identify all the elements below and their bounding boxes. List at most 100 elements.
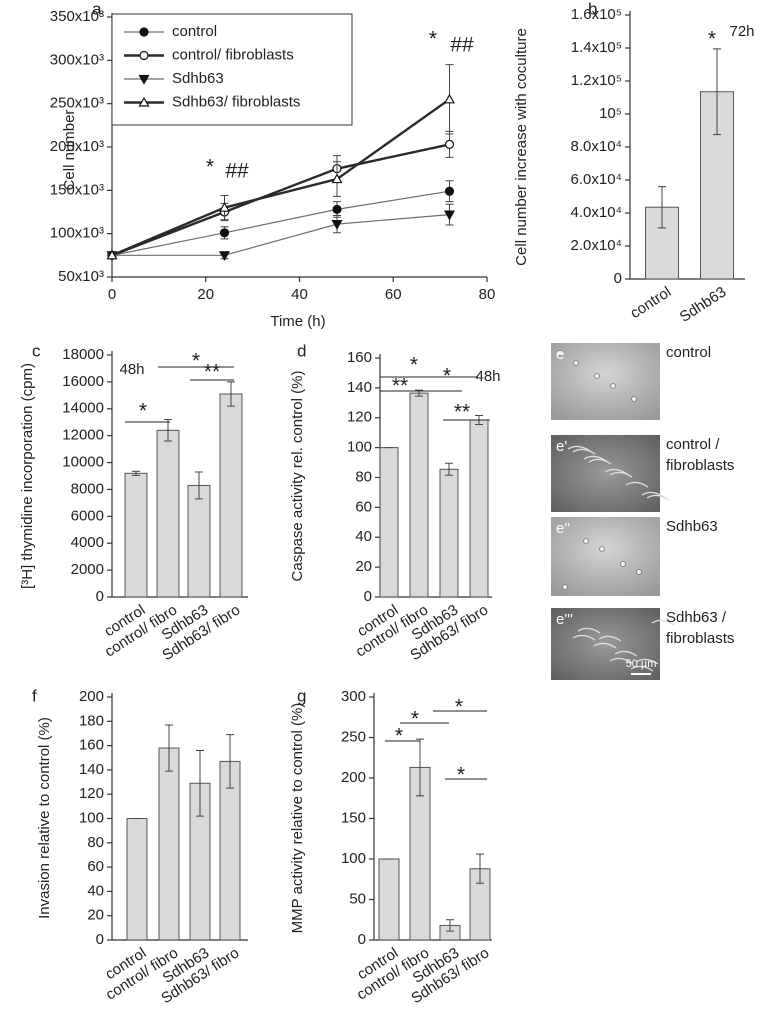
annotation: * bbox=[139, 400, 147, 423]
series-line bbox=[111, 190, 450, 256]
y-tick-label: 0 bbox=[614, 270, 622, 287]
y-tick-label: 10⁵ bbox=[599, 105, 622, 122]
micrograph-label: Sdhb63 / bbox=[666, 609, 727, 626]
cell bbox=[599, 546, 605, 552]
error-bar bbox=[713, 48, 721, 136]
y-tick-label: 150x10³ bbox=[50, 181, 104, 198]
y-tick-label: 100 bbox=[79, 809, 104, 826]
data-point bbox=[219, 228, 230, 238]
annotation: * bbox=[443, 365, 451, 388]
annotation: ** bbox=[392, 375, 408, 398]
error-bar bbox=[227, 381, 235, 407]
panel-letter: c bbox=[32, 341, 41, 360]
annotation: * bbox=[206, 156, 214, 179]
cell bbox=[604, 468, 628, 475]
y-tick-label: 8.0x10⁴ bbox=[571, 138, 622, 155]
y-tick-label: 140 bbox=[347, 379, 372, 396]
y-tick-label: 18000 bbox=[62, 346, 104, 363]
annotation: * bbox=[395, 725, 403, 748]
micrograph-label: fibroblasts bbox=[666, 630, 734, 647]
y-tick-label: 200x10³ bbox=[50, 138, 104, 155]
cell bbox=[620, 561, 626, 567]
y-tick-label: 0 bbox=[358, 931, 366, 948]
legend-marker bbox=[139, 50, 149, 61]
data-point bbox=[444, 139, 455, 149]
data-point bbox=[218, 251, 231, 262]
cell bbox=[583, 538, 589, 544]
y-tick-label: 100 bbox=[347, 439, 372, 456]
legend-label: Sdhb63/ fibroblasts bbox=[172, 93, 300, 110]
y-tick-label: 20 bbox=[355, 558, 372, 575]
scale-bar-label: 50 µm bbox=[626, 658, 657, 670]
y-axis-label: Caspase activity rel. control (%) bbox=[289, 371, 306, 582]
y-tick-label: 12000 bbox=[62, 427, 104, 444]
y-tick-label: 120 bbox=[79, 785, 104, 802]
bar bbox=[219, 393, 243, 598]
data-point bbox=[332, 204, 342, 214]
y-tick-label: 4000 bbox=[71, 534, 104, 551]
y-tick-label: 2.0x10⁴ bbox=[571, 237, 622, 254]
cell bbox=[577, 627, 601, 634]
error-bar bbox=[226, 734, 234, 789]
cell bbox=[598, 635, 622, 642]
x-axis-label: Time (h) bbox=[270, 313, 325, 330]
y-tick-label: 6000 bbox=[71, 507, 104, 524]
cell bbox=[635, 658, 659, 665]
annotation: * bbox=[429, 28, 437, 51]
y-tick-label: 300x10³ bbox=[50, 51, 104, 68]
cell bbox=[567, 445, 591, 452]
series-line bbox=[111, 143, 450, 257]
series-line bbox=[112, 214, 450, 256]
y-tick-label: 50 bbox=[349, 890, 366, 907]
annotation: * bbox=[410, 354, 418, 377]
y-axis-label: Invasion relative to control (%) bbox=[36, 717, 53, 919]
annotation: ** bbox=[204, 361, 220, 384]
y-axis-label: [³H] thymidine incorporation (cpm) bbox=[19, 363, 36, 589]
x-tick-label: control bbox=[627, 283, 674, 322]
micrograph-tag: e''' bbox=[556, 611, 573, 628]
micrograph-label: control / bbox=[666, 436, 720, 453]
y-tick-label: 0 bbox=[96, 931, 104, 948]
error-bar bbox=[446, 919, 454, 932]
x-tick-label: 80 bbox=[479, 286, 496, 303]
cell bbox=[625, 481, 649, 488]
error-bar bbox=[195, 471, 203, 500]
cell bbox=[614, 650, 638, 657]
cell bbox=[609, 471, 633, 478]
x-tick-label: 60 bbox=[385, 286, 402, 303]
cell bbox=[572, 448, 596, 455]
y-tick-label: 300 bbox=[341, 688, 366, 705]
bar bbox=[378, 858, 400, 941]
y-tick-label: 160 bbox=[79, 737, 104, 754]
annotation: * bbox=[192, 350, 200, 373]
cell bbox=[573, 360, 579, 366]
error-bar bbox=[196, 749, 204, 817]
panel-letter: f bbox=[32, 686, 37, 705]
cell bbox=[572, 634, 596, 641]
y-tick-label: 4.0x10⁴ bbox=[571, 204, 622, 221]
micrograph-label: control bbox=[666, 344, 711, 361]
bar bbox=[156, 429, 180, 598]
y-tick-label: 0 bbox=[364, 588, 372, 605]
y-tick-label: 1.6x10⁵ bbox=[571, 6, 622, 23]
data-point bbox=[331, 173, 343, 184]
micrograph bbox=[551, 435, 660, 512]
cell bbox=[630, 665, 654, 672]
panel-letter: b bbox=[588, 0, 597, 18]
y-tick-label: 16000 bbox=[62, 373, 104, 390]
micrograph-tag: e' bbox=[556, 438, 567, 455]
legend-label: control/ fibroblasts bbox=[172, 46, 294, 63]
annotation: ## bbox=[450, 34, 474, 57]
y-tick-label: 60 bbox=[355, 498, 372, 515]
annotation: * bbox=[457, 764, 465, 787]
y-tick-label: 350x10³ bbox=[50, 8, 104, 25]
bar bbox=[124, 472, 148, 598]
y-tick-label: 100x10³ bbox=[50, 225, 104, 242]
y-tick-label: 160 bbox=[347, 349, 372, 366]
error-bar bbox=[476, 853, 484, 884]
panel-letter: d bbox=[297, 341, 306, 360]
error-bar bbox=[416, 738, 424, 797]
y-tick-label: 14000 bbox=[62, 400, 104, 417]
series-line bbox=[111, 98, 451, 257]
